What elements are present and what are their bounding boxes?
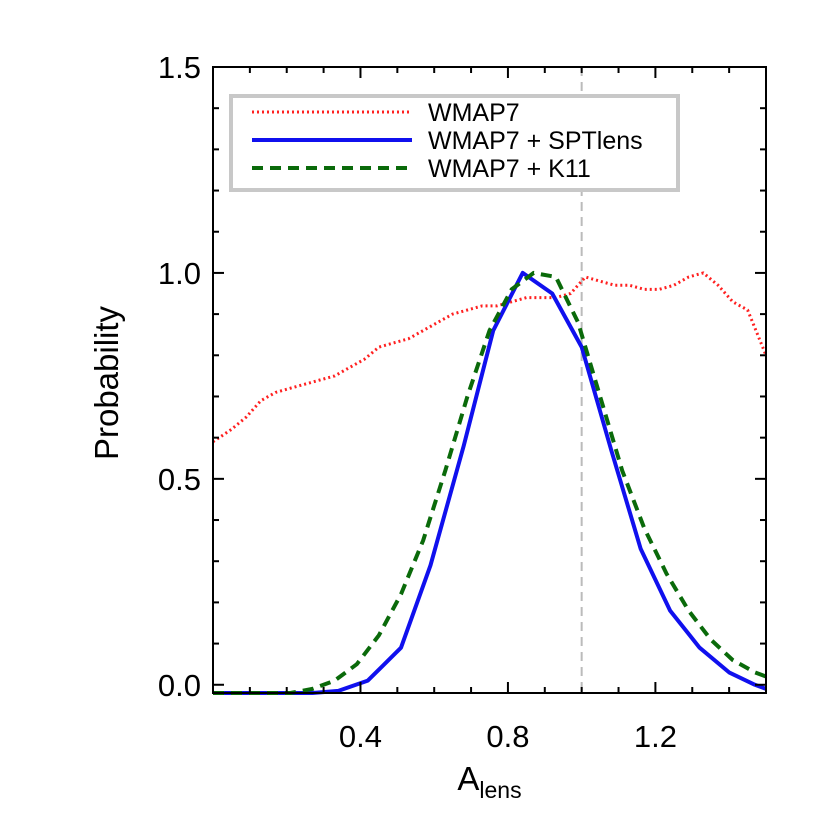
y-axis-label: Probability [88,305,125,460]
legend-label-2: WMAP7 + SPTlens [428,127,643,155]
y-tick-label: 0.0 [158,668,201,703]
x-axis-label-subscript: lens [479,777,521,803]
legend-label-1: WMAP7 [428,99,520,127]
series-line-3 [213,270,767,695]
legend-label-3: WMAP7 + K11 [428,155,591,183]
y-tick-label: 0.5 [158,462,201,497]
y-tick-label: 1.5 [158,50,201,85]
ticks-layer: 0.4 0.8 1.2 0.0 0.5 1.0 1.5 [158,50,766,754]
x-tick-label: 0.8 [486,719,529,754]
plot-frame [212,66,767,694]
y-tick-label: 1.0 [158,256,201,291]
legend-box [229,94,680,192]
x-tick-label: 0.4 [339,719,382,754]
series-line-1 [212,271,768,444]
x-tick-label: 1.2 [634,719,677,754]
series-layer [212,270,768,695]
x-axis-label: Alens [457,760,521,803]
